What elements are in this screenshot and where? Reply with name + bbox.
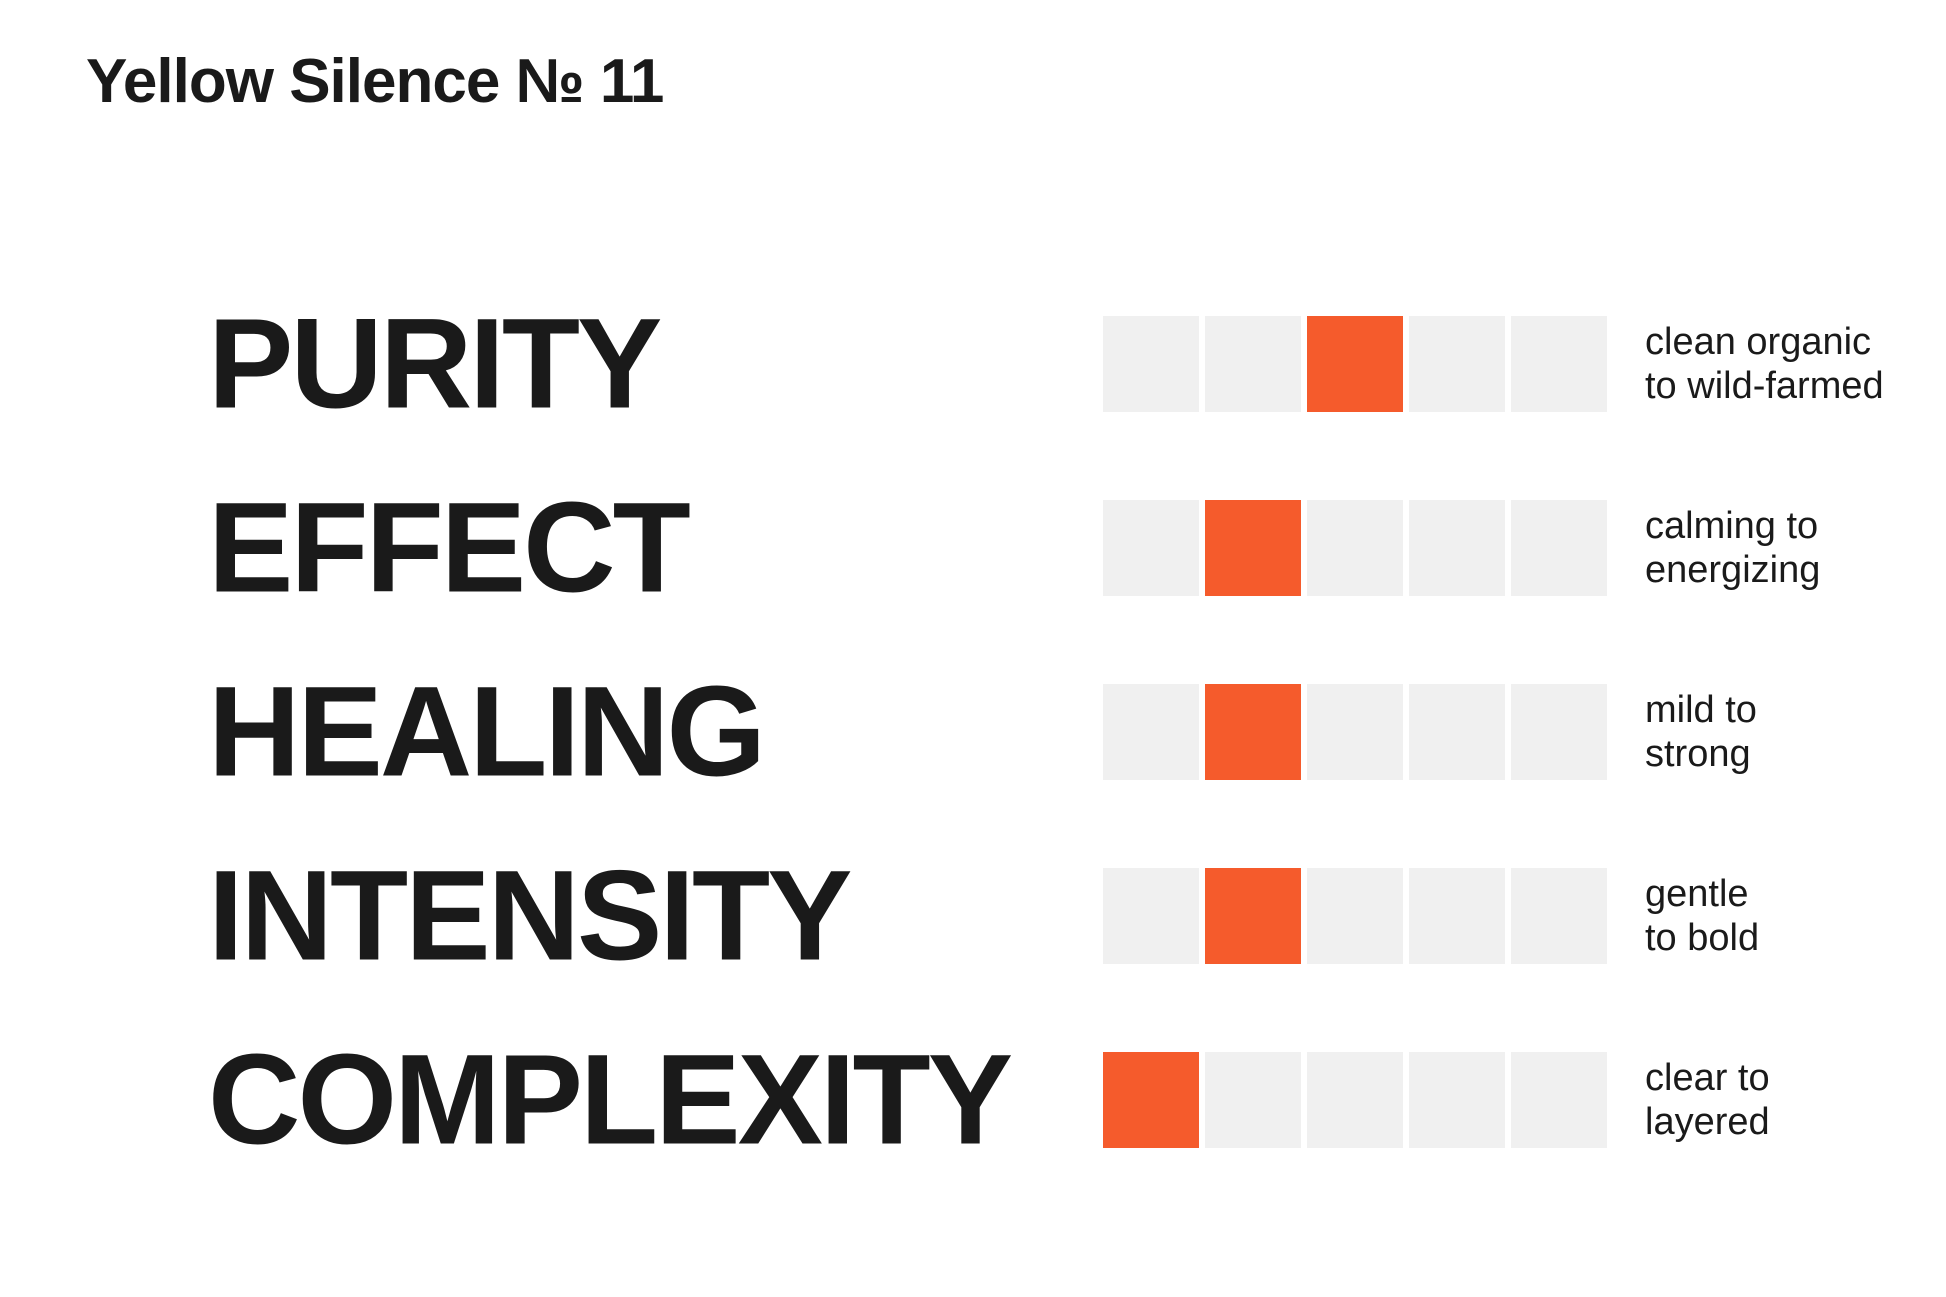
scale-segment [1511, 868, 1607, 964]
scale-segment [1409, 684, 1505, 780]
scale-segment-active [1205, 500, 1301, 596]
scale-segment [1409, 868, 1505, 964]
attribute-label: EFFECT [208, 476, 691, 620]
scale-segment-active [1205, 684, 1301, 780]
range-line-1: clear to [1645, 1057, 1770, 1099]
attribute-row: EFFECT calming to energizing [0, 477, 1946, 620]
attribute-label: HEALING [208, 660, 766, 804]
range-line-2: strong [1645, 733, 1751, 775]
attribute-label: INTENSITY [208, 844, 852, 988]
scale-segment [1409, 500, 1505, 596]
range-description: clear to layered [1645, 1056, 1770, 1144]
attribute-row: INTENSITY gentle to bold [0, 845, 1946, 988]
scale-segment [1205, 316, 1301, 412]
scale-segment [1103, 316, 1199, 412]
scale-segment [1307, 868, 1403, 964]
scale-segment [1103, 684, 1199, 780]
scale-segment [1205, 1052, 1301, 1148]
scale-segment-active [1205, 868, 1301, 964]
rating-scale [1103, 316, 1607, 412]
range-description: mild to strong [1645, 688, 1757, 776]
rating-scale [1103, 500, 1607, 596]
scale-segment [1103, 500, 1199, 596]
attribute-rows: PURITY clean organic to wild-farmed EFFECT c… [0, 293, 1946, 1236]
rating-scale [1103, 684, 1607, 780]
scale-segment [1409, 316, 1505, 412]
scale-segment-active [1307, 316, 1403, 412]
range-description: gentle to bold [1645, 872, 1759, 960]
range-line-2: layered [1645, 1101, 1770, 1143]
range-line-1: gentle [1645, 873, 1749, 915]
rating-scale [1103, 1052, 1607, 1148]
attribute-row: COMPLEXITY clear to layered [0, 1029, 1946, 1172]
scale-segment [1511, 316, 1607, 412]
range-line-1: mild to [1645, 689, 1757, 731]
scale-segment [1511, 684, 1607, 780]
range-line-1: calming to [1645, 505, 1819, 547]
scale-segment [1103, 868, 1199, 964]
range-description: clean organic to wild-farmed [1645, 320, 1884, 408]
range-description: calming to energizing [1645, 504, 1820, 592]
scale-segment [1307, 1052, 1403, 1148]
range-line-2: energizing [1645, 549, 1821, 591]
scale-segment [1409, 1052, 1505, 1148]
scale-segment-active [1103, 1052, 1199, 1148]
page-title: Yellow Silence № 11 [86, 47, 664, 116]
range-line-2: to wild-farmed [1645, 365, 1884, 407]
scale-segment [1511, 500, 1607, 596]
rating-scale [1103, 868, 1607, 964]
scale-segment [1307, 500, 1403, 596]
attribute-row: HEALING mild to strong [0, 661, 1946, 804]
attribute-label: COMPLEXITY [208, 1028, 1013, 1172]
range-line-1: clean organic [1645, 321, 1872, 363]
attribute-row: PURITY clean organic to wild-farmed [0, 293, 1946, 436]
attribute-label: PURITY [208, 292, 662, 436]
range-line-2: to bold [1645, 917, 1760, 959]
scale-segment [1511, 1052, 1607, 1148]
scale-segment [1307, 684, 1403, 780]
